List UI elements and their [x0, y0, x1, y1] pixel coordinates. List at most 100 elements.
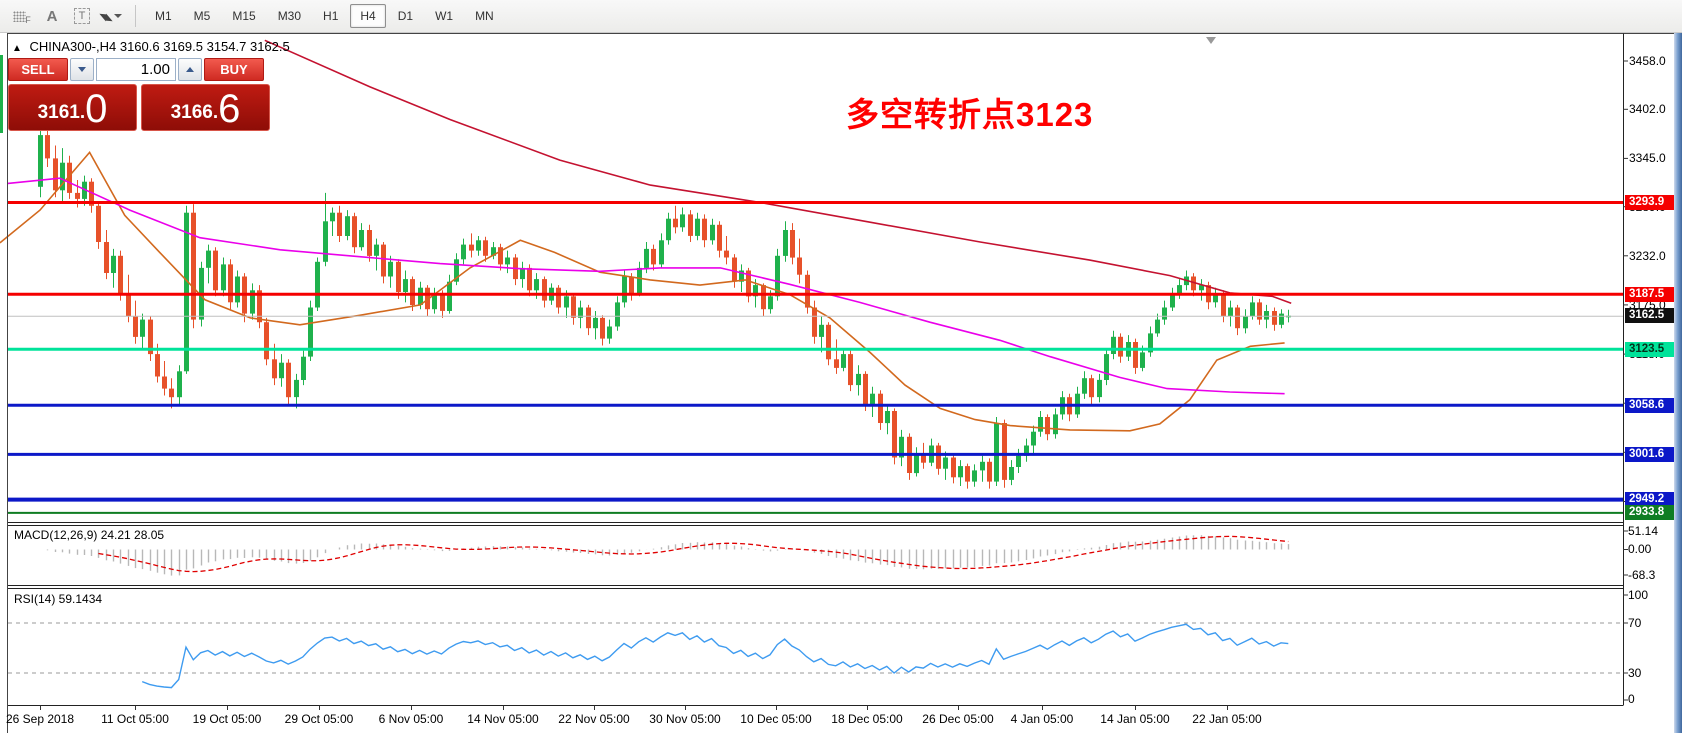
candle-body	[702, 218, 707, 241]
date-axis-label: 26 Sep 2018	[5, 712, 75, 726]
candle-body	[768, 296, 773, 310]
chart-shift-marker-icon[interactable]	[1206, 37, 1216, 44]
price-level-label: 3058.6	[1625, 398, 1682, 413]
timeframe-m15[interactable]: M15	[232, 9, 256, 23]
date-axis-label: 22 Nov 05:00	[558, 712, 630, 726]
candle-body	[104, 242, 109, 273]
date-axis-label: 30 Nov 05:00	[649, 712, 721, 726]
candle-body	[972, 470, 977, 482]
candle-body	[315, 261, 320, 308]
candle-body	[272, 359, 277, 379]
candle-body	[1213, 293, 1218, 303]
text-object-icon[interactable]: T	[68, 4, 96, 28]
candle-body	[221, 264, 226, 291]
candle-body	[1016, 455, 1021, 467]
candle-body	[169, 388, 174, 398]
toolbar: F A T M1 M5 M15 M30 H1 H4 D1 W1 MN	[0, 0, 1682, 33]
date-axis-label: 4 Jan 05:00	[1010, 712, 1074, 726]
candle-body	[294, 379, 299, 398]
macd-header-label: MACD(12,26,9) 24.21 28.05	[14, 528, 165, 542]
grid-cursor-icon[interactable]: F	[8, 4, 36, 28]
candle-body	[980, 461, 985, 471]
chevron-down-icon[interactable]	[114, 14, 122, 18]
timeframe-m1[interactable]: M1	[155, 9, 172, 23]
timeframe-mn[interactable]: MN	[475, 9, 494, 23]
candle-body	[235, 276, 240, 303]
candle-body	[483, 240, 488, 256]
rsi-scale-70: 70	[1628, 616, 1642, 630]
grid-f-letter: F	[25, 15, 31, 25]
candle-body	[250, 290, 255, 314]
sell-button[interactable]: SELL	[8, 58, 68, 81]
price-axis-tick: 3232.0	[1629, 249, 1666, 263]
date-axis-label: 26 Dec 05:00	[922, 712, 994, 726]
price-level-label: 2949.2	[1625, 492, 1682, 507]
candle-body	[863, 373, 868, 405]
candle-body	[1097, 379, 1102, 398]
candle-body	[345, 216, 350, 236]
candle-body	[1053, 414, 1058, 435]
candle-body	[228, 264, 233, 303]
candle-body	[1243, 316, 1248, 329]
candle-body	[1235, 307, 1240, 329]
candle-body	[775, 255, 780, 297]
candle-body	[848, 354, 853, 386]
volume-decrease-button[interactable]	[70, 58, 94, 81]
volume-input[interactable]	[96, 58, 176, 81]
candle-body	[410, 279, 415, 305]
candle-body	[746, 270, 751, 297]
candle-body	[914, 454, 919, 474]
candle-body	[367, 230, 372, 256]
buy-quote-box[interactable]: 3166. 6	[141, 84, 270, 131]
candle-body	[133, 316, 138, 337]
candle-body	[826, 324, 831, 360]
candle-body	[856, 373, 861, 386]
candle-body	[1279, 313, 1284, 325]
candle-body	[191, 212, 196, 320]
volume-increase-button[interactable]	[178, 58, 202, 81]
timeframe-h1[interactable]: H1	[323, 9, 339, 23]
one-click-trading-panel: SELL BUY 3161. 0 3166. 6	[8, 58, 270, 131]
date-axis-label: 6 Nov 05:00	[378, 712, 444, 726]
candle-body	[987, 461, 992, 482]
candle-body	[629, 276, 634, 294]
candle-body	[571, 296, 576, 318]
timeframe-h4[interactable]: H4	[350, 4, 386, 28]
candle-body	[213, 250, 218, 291]
timeframe-m5[interactable]: M5	[193, 9, 211, 23]
arrow-objects-icon[interactable]	[98, 4, 126, 28]
candle-body	[257, 290, 262, 323]
candle-body	[680, 214, 685, 228]
candle-body	[89, 181, 94, 206]
candle-body	[841, 354, 846, 368]
price-level-label: 3293.9	[1625, 195, 1682, 210]
symbol-ohlc-text: CHINA300-,H4 3160.6 3169.5 3154.7 3162.5	[29, 39, 290, 54]
collapse-triangle-icon[interactable]: ▲	[12, 43, 22, 54]
buy-button[interactable]: BUY	[204, 58, 264, 81]
grid-glyph	[13, 10, 27, 22]
candle-body	[337, 212, 342, 236]
candle-body	[381, 244, 386, 277]
candle-body	[615, 302, 620, 327]
timeframe-d1[interactable]: D1	[397, 9, 414, 23]
candle-body	[542, 279, 547, 301]
candle-body	[695, 218, 700, 236]
candle-body	[461, 244, 466, 260]
timeframe-w1[interactable]: W1	[435, 9, 454, 23]
candle-body	[936, 445, 941, 469]
candle-body	[622, 276, 627, 303]
sell-quote-box[interactable]: 3161. 0	[8, 84, 137, 131]
text-label-icon[interactable]: A	[46, 7, 58, 25]
candle-body	[67, 162, 72, 193]
candle-body	[1002, 423, 1007, 480]
candle-body	[878, 393, 883, 423]
buy-price-big-digit: 6	[218, 87, 241, 131]
timeframe-m30[interactable]: M30	[277, 9, 302, 23]
candle-body	[301, 356, 306, 380]
candles	[38, 123, 1291, 489]
spinner-down-icon	[78, 67, 86, 72]
vertical-scrollbar[interactable]	[1674, 33, 1682, 733]
candle-body	[418, 287, 423, 305]
